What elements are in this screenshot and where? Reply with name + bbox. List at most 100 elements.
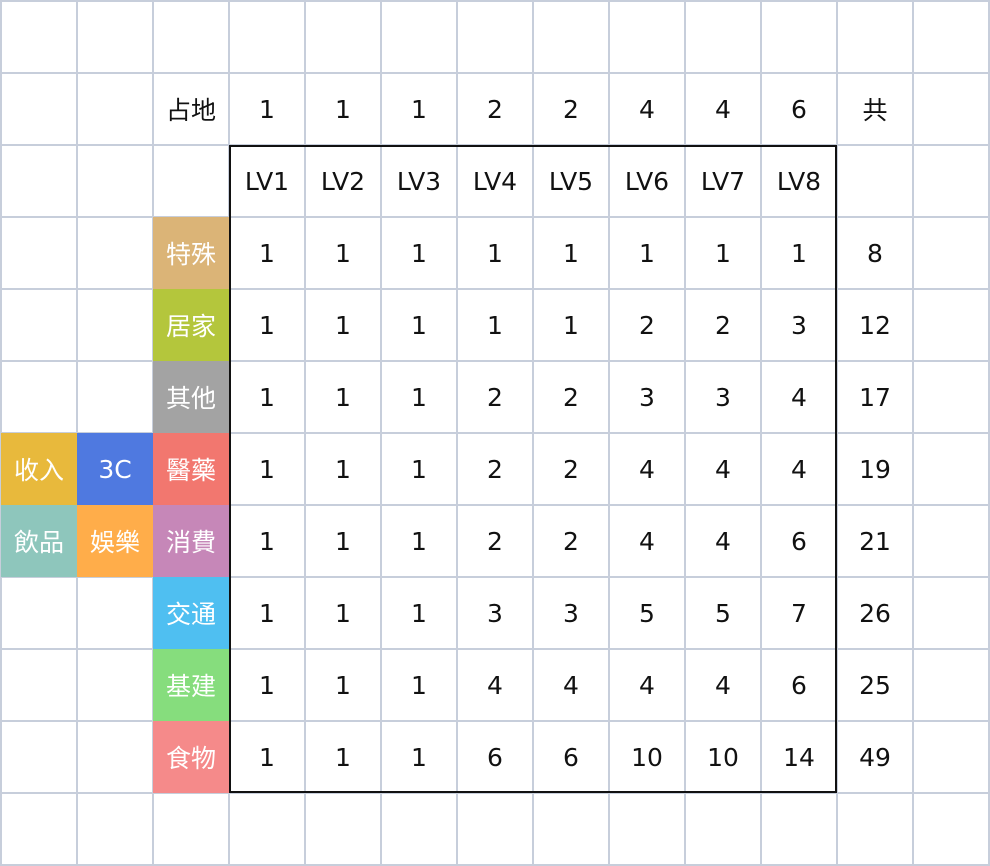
table-cell: 1 [411, 598, 427, 628]
table-cell: 4 [791, 454, 807, 484]
table-cell: 1 [411, 454, 427, 484]
table-cell: 2 [487, 454, 503, 484]
land-value: 1 [259, 94, 275, 124]
table-cell: 1 [259, 670, 275, 700]
table-cell: 1 [639, 238, 655, 268]
table-cell: 1 [259, 310, 275, 340]
table-cell: 1 [335, 382, 351, 412]
land-label: 占地 [165, 96, 216, 125]
land-value: 4 [715, 94, 731, 124]
category-tag: 3C [77, 433, 153, 505]
table-cell: 4 [487, 670, 503, 700]
category-tag: 飲品 [1, 505, 77, 577]
table-cell: 3 [639, 382, 655, 412]
table-cell: 1 [563, 238, 579, 268]
table-cell: 6 [487, 742, 503, 772]
table-cell: 3 [563, 598, 579, 628]
table-cell: 1 [411, 526, 427, 556]
level-header: LV4 [472, 166, 518, 196]
category-tag: 食物 [153, 721, 229, 793]
land-value: 1 [335, 94, 351, 124]
table-cell: 4 [639, 670, 655, 700]
category-tag: 特殊 [153, 217, 229, 289]
table-cell: 6 [563, 742, 579, 772]
table-cell: 6 [791, 670, 807, 700]
table-cell: 2 [487, 526, 503, 556]
table-cell: 1 [487, 310, 503, 340]
table-cell: 1 [335, 238, 351, 268]
category-tag: 居家 [153, 289, 229, 361]
table-cell: 3 [791, 310, 807, 340]
table-cell: 2 [563, 454, 579, 484]
land-value: 1 [411, 94, 427, 124]
table-cell: 1 [259, 238, 275, 268]
land-value: 2 [487, 94, 503, 124]
table-cell: 4 [715, 454, 731, 484]
level-header: LV7 [700, 166, 746, 196]
table-cell: 4 [715, 670, 731, 700]
row-total: 12 [859, 310, 891, 340]
table-cell: 10 [631, 742, 663, 772]
table-cell: 2 [563, 526, 579, 556]
category-tag: 基建 [153, 649, 229, 721]
table-cell: 1 [335, 310, 351, 340]
table-cell: 1 [411, 382, 427, 412]
table-cell: 1 [259, 382, 275, 412]
table-cell: 2 [639, 310, 655, 340]
table-cell: 1 [259, 742, 275, 772]
table-cell: 5 [639, 598, 655, 628]
land-value: 4 [639, 94, 655, 124]
level-header: LV8 [776, 166, 822, 196]
level-header: LV2 [320, 166, 366, 196]
table-cell: 1 [411, 238, 427, 268]
table-cell: 7 [791, 598, 807, 628]
row-total: 8 [867, 238, 883, 268]
table-cell: 1 [487, 238, 503, 268]
level-header: LV1 [244, 166, 290, 196]
table-cell: 10 [707, 742, 739, 772]
table-cell: 4 [639, 454, 655, 484]
table-cell: 5 [715, 598, 731, 628]
table-cell: 1 [411, 670, 427, 700]
land-value: 6 [791, 94, 807, 124]
category-tag: 娛樂 [77, 505, 153, 577]
table-cell: 1 [411, 742, 427, 772]
category-tag: 收入 [1, 433, 77, 505]
table-cell: 1 [563, 310, 579, 340]
category-tag: 醫藥 [153, 433, 229, 505]
table-cell: 1 [335, 454, 351, 484]
level-header: LV6 [624, 166, 670, 196]
level-header: LV3 [396, 166, 442, 196]
table-cell: 1 [259, 526, 275, 556]
table-cell: 2 [487, 382, 503, 412]
table-cell: 1 [259, 454, 275, 484]
table-cell: 1 [411, 310, 427, 340]
land-value: 2 [563, 94, 579, 124]
table-cell: 2 [715, 310, 731, 340]
row-total: 17 [859, 382, 891, 412]
row-total: 26 [859, 598, 891, 628]
table-cell: 6 [791, 526, 807, 556]
table-cell: 1 [715, 238, 731, 268]
row-total: 21 [859, 526, 891, 556]
table-cell: 1 [335, 598, 351, 628]
table-cell: 1 [791, 238, 807, 268]
table-cell: 4 [639, 526, 655, 556]
total-header: 共 [862, 96, 888, 125]
table-cell: 3 [487, 598, 503, 628]
table-cell: 1 [259, 598, 275, 628]
table-cell: 4 [791, 382, 807, 412]
level-header: LV5 [548, 166, 594, 196]
row-total: 49 [859, 742, 891, 772]
row-total: 19 [859, 454, 891, 484]
row-total: 25 [859, 670, 891, 700]
category-tag: 交通 [153, 577, 229, 649]
table-cell: 1 [335, 742, 351, 772]
category-tag: 其他 [153, 361, 229, 433]
table-cell: 4 [715, 526, 731, 556]
table-cell: 2 [563, 382, 579, 412]
table-cell: 1 [335, 670, 351, 700]
table-cell: 4 [563, 670, 579, 700]
table-cell: 3 [715, 382, 731, 412]
